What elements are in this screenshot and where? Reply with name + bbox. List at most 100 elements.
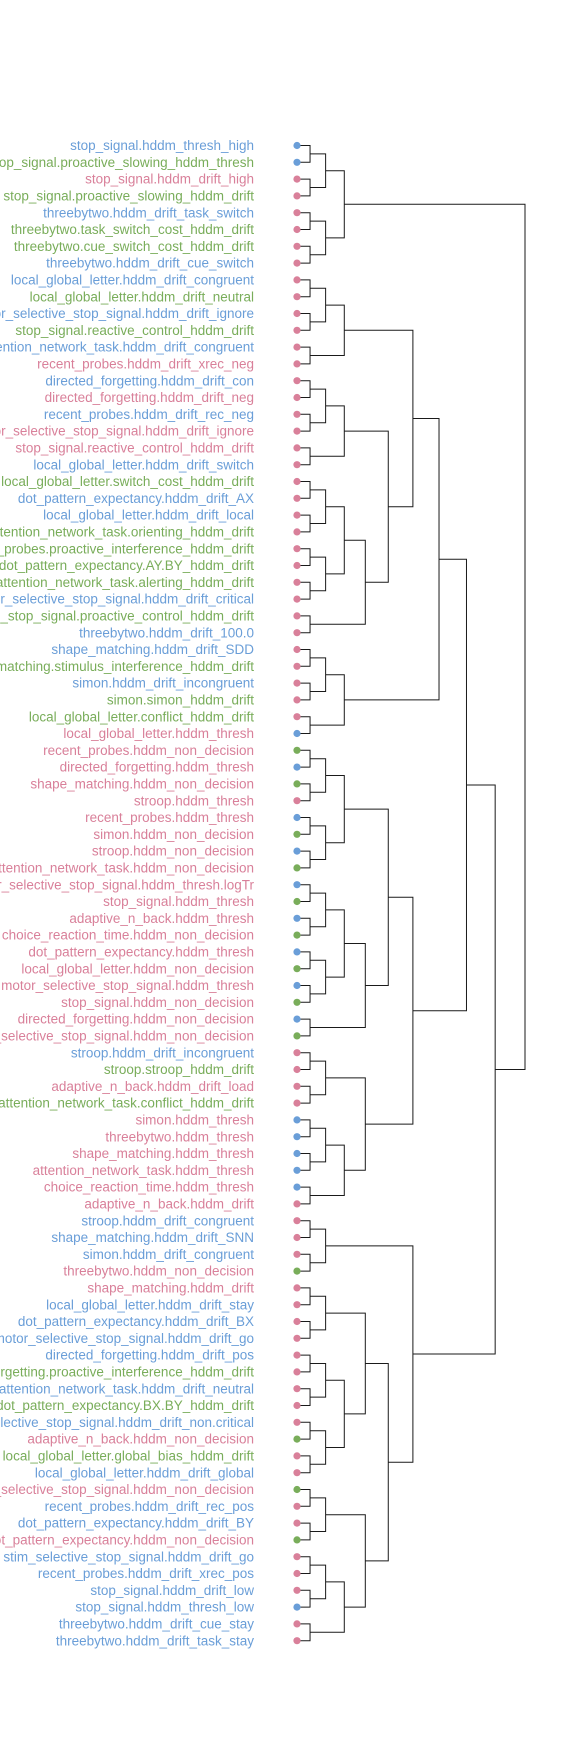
leaf-label: stroop.hddm_drift_congruent (81, 1213, 254, 1228)
leaf-label: recent_probes.hddm_drift_rec_pos (45, 1499, 255, 1514)
leaf-label: attention_network_task.hddm_thresh (33, 1163, 254, 1178)
dendrogram-branch (310, 556, 327, 592)
leaf-marker (293, 192, 301, 200)
leaf-marker (293, 326, 301, 334)
dendrogram-branch (300, 985, 311, 1003)
leaf-label: attention_network_task.alerting_hddm_dri… (0, 575, 254, 590)
dendrogram-branch (300, 817, 311, 835)
leaf-marker (293, 1250, 301, 1258)
leaf-label: stop_signal.hddm_drift_high (85, 172, 254, 187)
dendrogram-branch (300, 1522, 311, 1541)
leaf-label: attention_network_task.conflict_hddm_dri… (0, 1096, 254, 1111)
dendrogram-branch (310, 1497, 327, 1532)
dendrogram-branch (300, 481, 311, 499)
leaf-label: threebytwo.cue_switch_cost_hddm_drift (14, 239, 254, 254)
leaf-label: recent_probes.hddm_non_decision (43, 743, 254, 758)
leaf-marker (293, 1065, 301, 1074)
leaf-labels: stop_signal.hddm_thresh_high motor_select… (0, 138, 254, 1648)
dendrogram-branch (310, 657, 327, 692)
leaf-label: threebytwo.hddm_drift_task_switch (43, 205, 254, 220)
leaf-label: threebytwo.hddm_non_decision (63, 1264, 254, 1279)
leaf-marker (293, 1149, 301, 1158)
dendrogram-branch (300, 682, 311, 701)
leaf-marker (293, 679, 301, 687)
dendrogram-branch (310, 1228, 327, 1264)
leaf-label: motor_selective_stop_signal.hddm_thresh (1, 978, 254, 993)
dendrogram-branch (300, 1220, 311, 1238)
leaf-marker (293, 713, 301, 721)
leaf-marker (293, 696, 301, 704)
leaf-label: stroop.hddm_thresh (134, 793, 254, 808)
leaf-label: stop_signal.proactive_slowing_hddm_drift (3, 189, 254, 204)
leaf-label: adaptive_n_back.hddm_drift_load (51, 1079, 254, 1094)
leaf-marker (293, 1637, 301, 1645)
dendrogram-branch (300, 1153, 311, 1171)
dendrogram-branch (300, 749, 311, 768)
leaf-label: dot_pattern_expectancy.hddm_non_decision (0, 1533, 254, 1548)
leaf-marker (293, 1133, 301, 1141)
leaf-label: choice_reaction_time.hddm_thresh (44, 1180, 254, 1195)
dendrogram-branch (310, 1127, 327, 1163)
leaf-marker (293, 444, 301, 452)
leaf-markers (293, 141, 301, 1645)
leaf-label: motor_selective_stop_signal.hddm_drift_i… (0, 306, 254, 321)
leaf-label: attention_network_task.orienting_hddm_dr… (0, 525, 254, 540)
leaf-label: dot_pattern_expectancy.AY.BY_hddm_drift (0, 558, 254, 573)
dendrogram-branch (344, 430, 389, 583)
leaf-label: threebytwo.hddm_drift_100.0 (79, 625, 254, 640)
leaf-label: motor_selective_stop_signal.hddm_non_dec… (0, 1029, 254, 1044)
leaf-marker (293, 1569, 301, 1578)
leaf-marker (293, 1385, 301, 1393)
leaf-marker (293, 1469, 301, 1477)
dendrogram-branch (300, 1421, 311, 1440)
dendrogram-branch (325, 170, 345, 239)
dendrogram-branch (300, 245, 311, 264)
dendrogram-branch (300, 1489, 311, 1507)
dendrogram-branch (310, 153, 327, 188)
dendrogram-branch (325, 1379, 345, 1448)
leaf-marker (293, 847, 301, 855)
leaf-marker (293, 1502, 301, 1510)
dendrogram-branch (325, 909, 345, 978)
dendrogram-branch (300, 917, 311, 936)
dendrogram-branch (300, 313, 311, 331)
dendrogram-branches (300, 145, 526, 1642)
leaf-label: simon.hddm_non_decision (93, 827, 254, 842)
leaf-marker (293, 276, 301, 284)
leaf-label: dot_pattern_expectancy.hddm_drift_AX (18, 491, 254, 506)
leaf-label: local_global_letter.hddm_drift_switch (33, 457, 254, 472)
leaf-marker (293, 595, 301, 603)
leaf-marker (293, 1082, 301, 1090)
leaf-marker (293, 393, 301, 402)
dendrogram-branch (310, 539, 366, 625)
dendrogram-branch (300, 1085, 311, 1104)
leaf-marker (293, 561, 301, 570)
leaf-marker (293, 645, 301, 654)
leaf-marker (293, 1401, 301, 1410)
leaf-marker (293, 1620, 301, 1628)
leaf-marker (293, 998, 301, 1006)
leaf-label: stop_signal.hddm_thresh_low (75, 1600, 254, 1615)
leaf-label: shape_matching.stimulus_interference_hdd… (0, 659, 254, 674)
leaf-label: adaptive_n_back.hddm_drift (84, 1197, 254, 1212)
dendrogram-branch (310, 892, 327, 928)
dendrogram-branch (300, 178, 311, 197)
dendrogram-branch (325, 1514, 366, 1608)
leaf-label: motor_selective_stop_signal.hddm_drift_i… (0, 424, 254, 439)
dendrogram-branch (325, 775, 345, 844)
leaf-marker (293, 1351, 301, 1359)
leaf-marker (293, 1183, 301, 1191)
leaf-marker (293, 1334, 301, 1342)
dendrogram-branch (310, 758, 327, 793)
leaf-label: local_global_letter.switch_cost_hddm_dri… (1, 474, 254, 489)
leaf-marker (293, 1519, 301, 1527)
leaf-marker (293, 629, 301, 637)
dendrogram-branch (365, 896, 414, 1125)
leaf-label: directed_forgetting.hddm_non_decision (18, 1012, 254, 1027)
dendrogram-branch (300, 581, 311, 600)
leaf-marker (293, 813, 301, 822)
dendrogram-branch (300, 1388, 311, 1406)
leaf-label: stop_signal.hddm_thresh_high (70, 138, 254, 153)
leaf-marker (293, 1015, 301, 1023)
dendrogram-branch (300, 1253, 311, 1272)
